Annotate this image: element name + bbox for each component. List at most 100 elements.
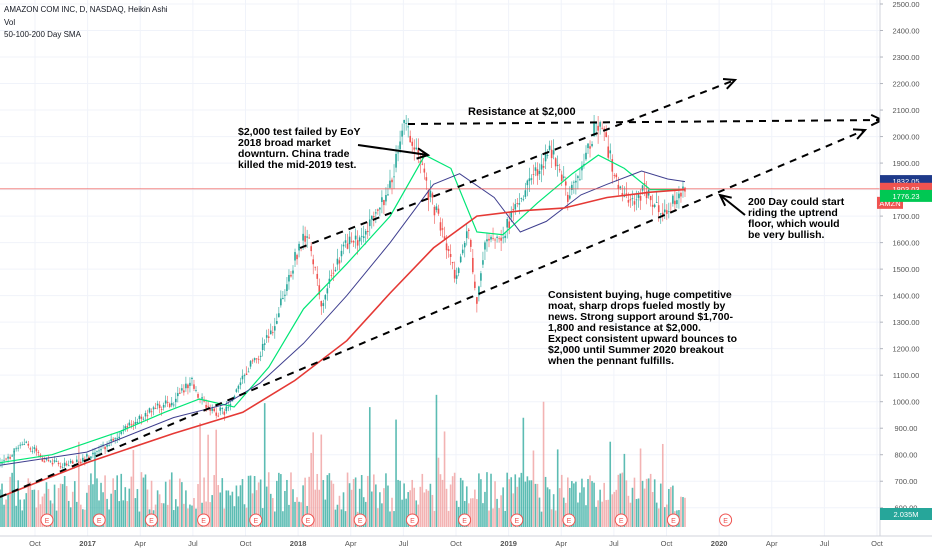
volume-bar	[653, 479, 656, 527]
candle-body	[613, 175, 616, 176]
candle-body	[530, 178, 533, 180]
volume-bar	[332, 483, 335, 527]
price-marker-label: 1776.23	[892, 192, 919, 201]
candle-body	[211, 408, 213, 411]
earnings-marker	[666, 513, 680, 527]
volume-bar	[21, 510, 24, 527]
symbol-title: AMAZON COM INC, D, NASDAQ, Heikin Ashi	[4, 5, 168, 14]
volume-bar	[631, 487, 634, 527]
earnings-marker-label: E	[410, 518, 415, 525]
candle-body	[433, 206, 436, 216]
earnings-marker-label: E	[514, 518, 519, 525]
candle-body	[540, 164, 543, 170]
volume-bar	[366, 475, 369, 527]
volume-bar	[308, 476, 310, 527]
volume-bar	[348, 483, 351, 527]
candle-body	[231, 399, 234, 402]
candle-body	[92, 452, 94, 455]
volume-bar	[542, 401, 545, 527]
volume-bar	[132, 449, 135, 527]
volume-bar	[526, 476, 529, 527]
volume-bar	[478, 473, 480, 527]
candle-body	[629, 199, 632, 201]
candle-body	[292, 270, 294, 274]
earnings-marker	[92, 513, 106, 527]
volume-bar	[506, 472, 508, 527]
candle-body	[249, 361, 252, 367]
volume-bar	[92, 484, 94, 527]
candle-body	[3, 459, 5, 461]
volume-bar	[19, 499, 22, 527]
volume-bar	[639, 448, 642, 527]
candle-body	[508, 221, 511, 229]
candle-body	[589, 146, 591, 149]
x-tick-label: 2018	[290, 539, 307, 548]
candle-body	[609, 150, 612, 154]
y-tick-label: 1100.00	[893, 371, 920, 380]
sma100-line	[0, 170, 686, 466]
candle-body	[350, 240, 353, 242]
volume-bar	[558, 488, 561, 527]
candle-body	[55, 460, 58, 462]
candle-body	[31, 450, 34, 452]
volume-bar	[9, 476, 11, 527]
volume-bar	[114, 489, 116, 527]
candle-body	[605, 132, 607, 138]
volume-bar	[65, 486, 68, 527]
volume-bar	[253, 476, 256, 527]
volume-bar	[298, 501, 300, 527]
volume-bar	[490, 473, 492, 527]
candle-body	[278, 313, 280, 318]
candle-body	[504, 235, 506, 238]
candle-body	[457, 268, 460, 274]
earnings-marker-label: E	[149, 518, 154, 525]
candle-body	[486, 239, 488, 242]
candles	[0, 114, 686, 469]
volume-bar	[55, 510, 58, 527]
volume-bar	[51, 503, 54, 527]
candle-body	[488, 238, 490, 241]
volume-bar	[340, 509, 343, 527]
volume-bar	[144, 474, 147, 527]
candle-body	[80, 461, 82, 464]
volume-bar	[150, 480, 153, 527]
y-tick-label: 1300.00	[892, 318, 919, 327]
volume-bar	[647, 478, 650, 527]
candle-body	[403, 119, 405, 123]
candle-body	[314, 266, 317, 268]
volume-bar	[447, 510, 450, 527]
candle-body	[362, 236, 365, 239]
candle-body	[1, 462, 3, 464]
volume-bar	[657, 508, 660, 527]
x-axis: Oct 2017 Apr Jul Oct 2018 Apr Jul Oct 2019 Apr Jul O…	[0, 535, 932, 548]
candle-body	[360, 235, 363, 237]
volume-bar	[75, 501, 78, 527]
volume-bar	[67, 500, 70, 527]
candle-body	[611, 159, 614, 172]
volume-bar	[336, 504, 339, 527]
y-tick-label: 1700.00	[892, 212, 919, 221]
volume-bar	[486, 472, 488, 527]
volume-bar	[138, 511, 141, 527]
volume-bar	[29, 481, 32, 527]
volume-bar	[3, 504, 5, 527]
candle-body	[459, 256, 462, 263]
candle-body	[207, 405, 209, 407]
candle-body	[585, 152, 587, 160]
volume-bar	[391, 497, 393, 527]
candle-body	[9, 456, 11, 459]
volume-bar	[261, 508, 264, 527]
volume-bar	[663, 507, 666, 527]
candle-body	[320, 301, 323, 307]
candle-body	[98, 450, 100, 452]
volume-bar	[237, 496, 240, 527]
candle-body	[443, 236, 446, 239]
candle-body	[431, 193, 434, 198]
candle-body	[492, 237, 494, 239]
volume-bar	[364, 501, 367, 527]
volume-bar	[641, 480, 644, 527]
candle-body	[215, 412, 218, 416]
earnings-marker-label: E	[306, 518, 311, 525]
